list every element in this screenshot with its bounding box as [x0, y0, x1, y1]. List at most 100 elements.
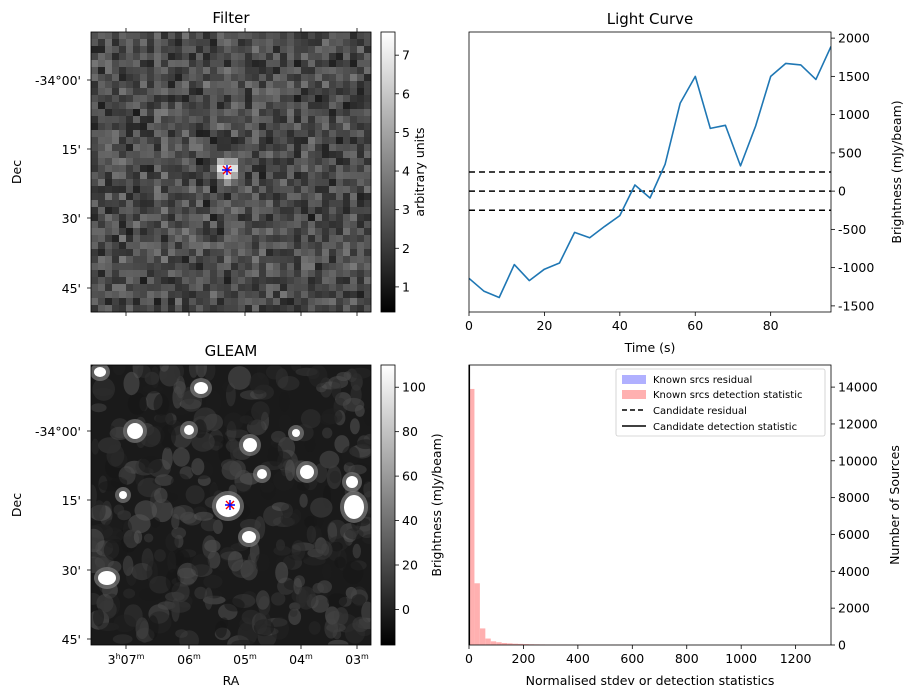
gleam-noise-blob [167, 600, 191, 613]
filter-pixel [147, 291, 155, 299]
gleam-noise-blob [127, 392, 147, 415]
filter-pixel [231, 186, 239, 194]
filter-pixel [189, 291, 197, 299]
filter-pixel [294, 102, 302, 110]
filter-pixel [301, 67, 309, 75]
filter-pixel [224, 200, 232, 208]
filter-pixel [133, 74, 141, 82]
filter-pixel [189, 130, 197, 138]
filter-pixel [98, 228, 106, 236]
gleam-noise-blob [321, 543, 330, 556]
filter-pixel [133, 193, 141, 201]
filter-pixel [175, 228, 183, 236]
filter-pixel [315, 291, 323, 299]
filter-pixel [308, 144, 316, 152]
filter-pixel [231, 256, 239, 264]
filter-pixel [154, 109, 162, 117]
filter-pixel [217, 298, 225, 306]
filter-pixel [224, 130, 232, 138]
filter-pixel [329, 53, 337, 61]
gleam-noise-blob [249, 419, 265, 435]
filter-pixel [175, 39, 183, 47]
filter-pixel [266, 277, 274, 285]
filter-pixel [112, 116, 120, 124]
filter-pixel [196, 32, 204, 40]
gleam-xtick-label: 04m [289, 652, 313, 667]
filter-pixel [196, 298, 204, 306]
gleam-noise-blob [200, 518, 219, 532]
filter-pixel [280, 235, 288, 243]
filter-pixel [175, 256, 183, 264]
filter-pixel [231, 298, 239, 306]
gleam-noise-blob [170, 506, 186, 519]
filter-pixel [168, 144, 176, 152]
filter-pixel [329, 305, 337, 313]
filter-pixel [154, 81, 162, 89]
filter-pixel [161, 32, 169, 40]
filter-pixel [364, 123, 372, 131]
filter-pixel [147, 249, 155, 257]
filter-pixel [336, 305, 344, 313]
filter-pixel [287, 158, 295, 166]
filter-pixel [301, 39, 309, 47]
filter-pixel [196, 207, 204, 215]
filter-pixel [273, 298, 281, 306]
gleam-noise-blob [334, 607, 349, 626]
filter-pixel [350, 60, 358, 68]
filter-pixel [357, 207, 365, 215]
filter-pixel [287, 305, 295, 313]
filter-pixel [133, 270, 141, 278]
filter-pixel [343, 235, 351, 243]
filter-pixel [175, 74, 183, 82]
filter-pixel [196, 74, 204, 82]
filter-pixel [105, 256, 113, 264]
filter-pixel [343, 298, 351, 306]
filter-pixel [238, 270, 246, 278]
filter-pixel [217, 81, 225, 89]
filter-pixel [196, 53, 204, 61]
filter-pixel [259, 102, 267, 110]
filter-pixel [154, 291, 162, 299]
gleam-source [119, 491, 127, 499]
filter-pixel [119, 39, 127, 47]
filter-pixel [217, 291, 225, 299]
filter-pixel [294, 144, 302, 152]
filter-pixel [133, 67, 141, 75]
filter-pixel [287, 291, 295, 299]
filter-pixel [364, 284, 372, 292]
filter-pixel [196, 172, 204, 180]
filter-pixel [98, 39, 106, 47]
filter-pixel [280, 109, 288, 117]
filter-pixel [301, 172, 309, 180]
filter-pixel [91, 74, 99, 82]
filter-pixel [203, 102, 211, 110]
filter-pixel [308, 298, 316, 306]
filter-pixel [189, 235, 197, 243]
filter-pixel [231, 291, 239, 299]
filter-pixel [126, 102, 134, 110]
filter-pixel [294, 284, 302, 292]
filter-pixel [294, 109, 302, 117]
filter-pixel [364, 263, 372, 271]
filter-pixel [175, 158, 183, 166]
filter-pixel [357, 179, 365, 187]
filter-pixel [238, 46, 246, 54]
filter-pixel [189, 123, 197, 131]
filter-pixel [210, 242, 218, 250]
filter-pixel [133, 207, 141, 215]
filter-pixel [175, 291, 183, 299]
gleam-noise-blob [106, 444, 125, 467]
filter-pixel [266, 74, 274, 82]
filter-pixel [161, 158, 169, 166]
filter-pixel [245, 256, 253, 264]
filter-pixel [154, 263, 162, 271]
filter-pixel [357, 109, 365, 117]
filter-pixel [175, 207, 183, 215]
filter-pixel [343, 95, 351, 103]
histogram-frame [468, 364, 832, 646]
filter-pixel [252, 32, 260, 40]
filter-pixel [287, 46, 295, 54]
filter-pixel [217, 277, 225, 285]
filter-pixel [203, 60, 211, 68]
histogram-xtick-label: 400 [566, 651, 590, 666]
